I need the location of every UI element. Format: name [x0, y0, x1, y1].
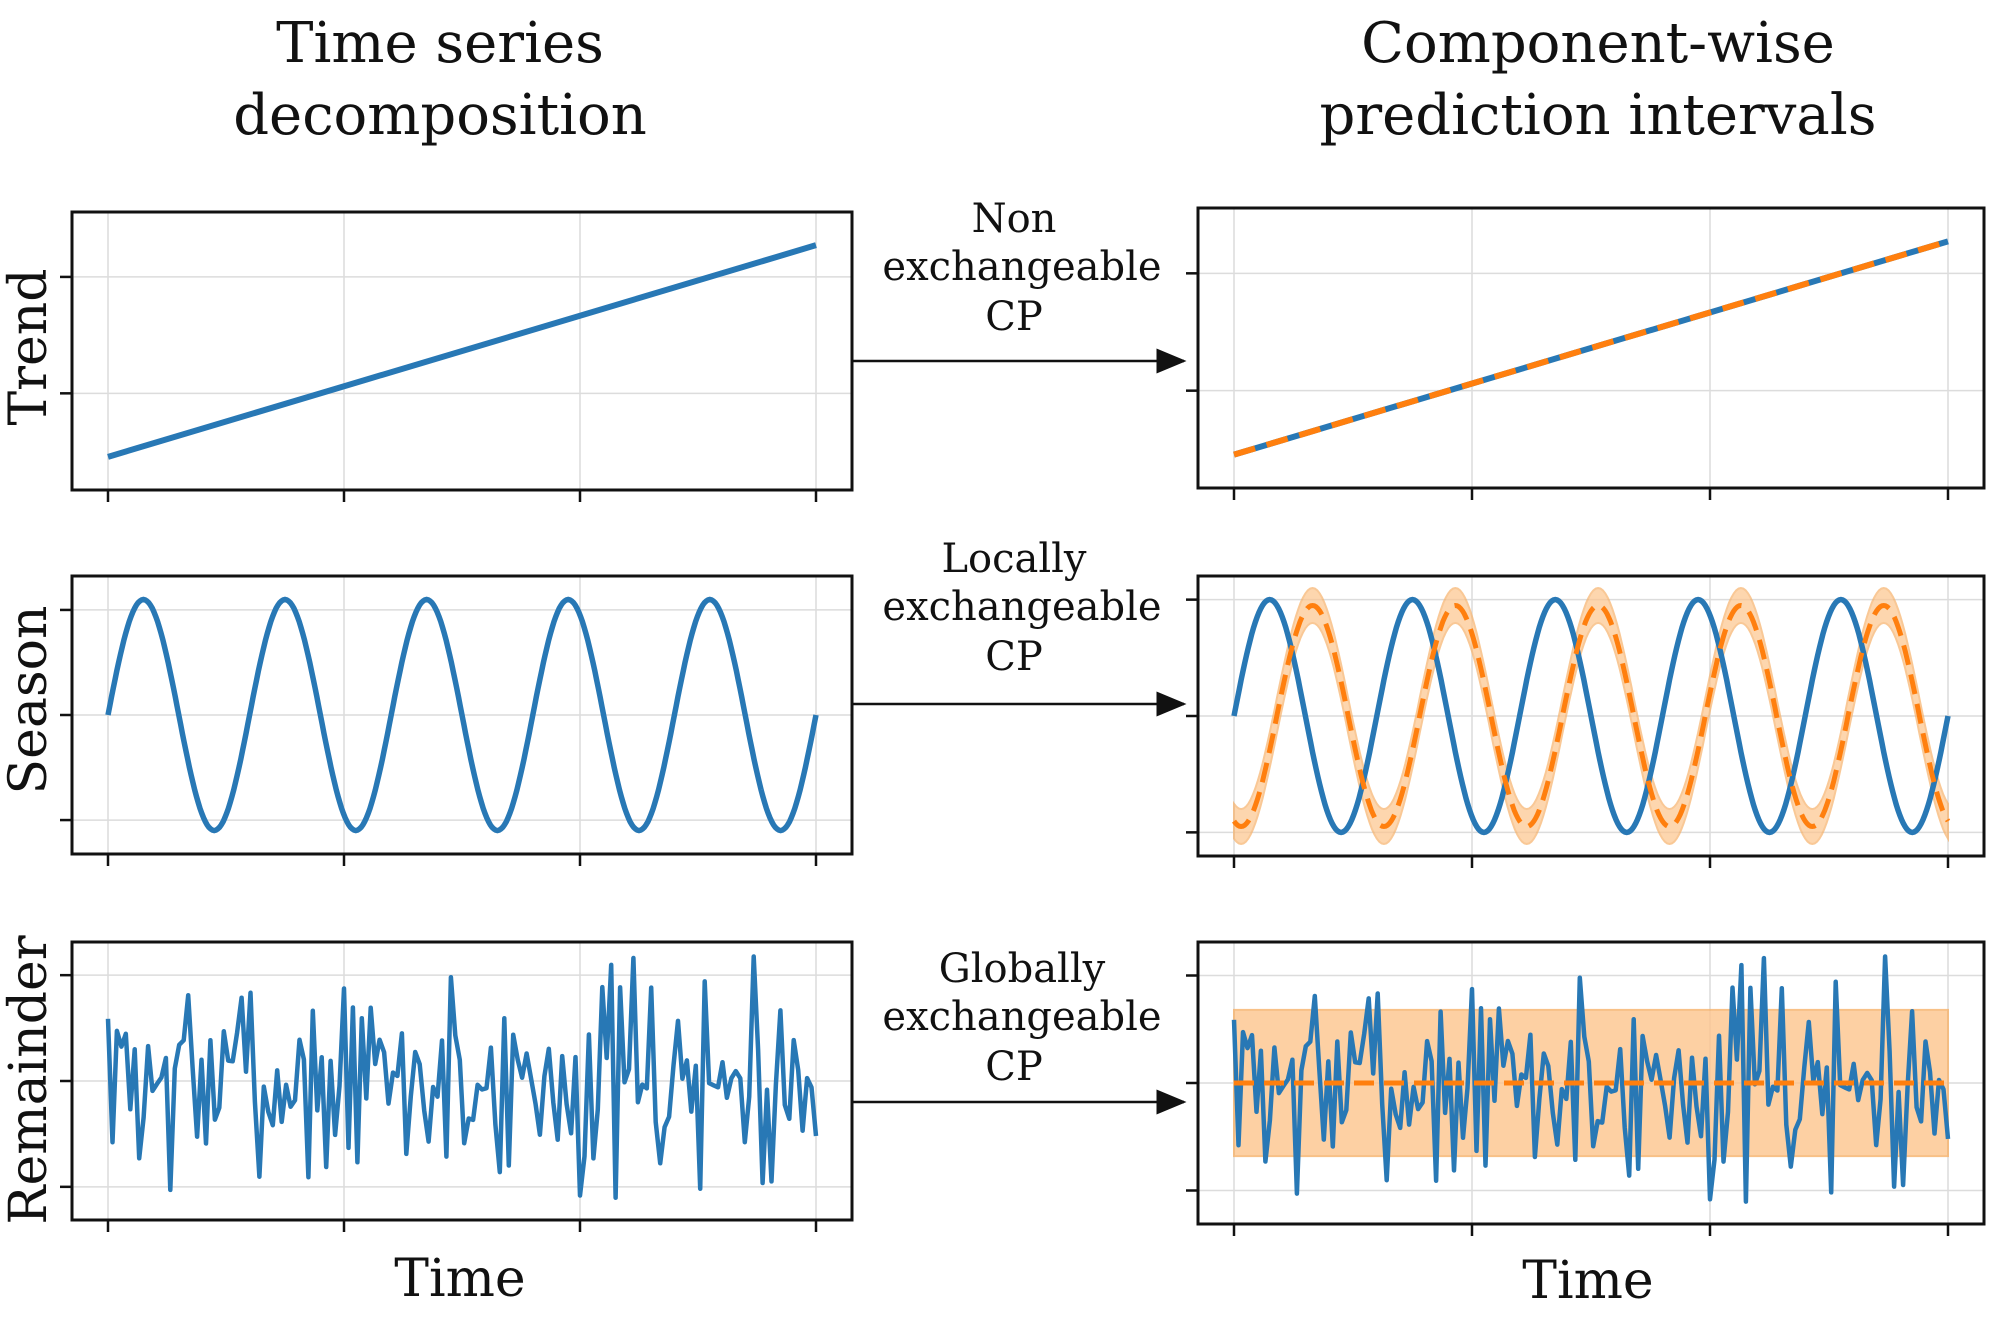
arrow-label-3-line3: CP [985, 1044, 1043, 1090]
right-trend-frame [1196, 206, 1986, 490]
arrow-label-2-line1: Locally [941, 536, 1086, 582]
right-season-panel [1186, 574, 1986, 868]
left-title-line2: decomposition [233, 83, 647, 148]
arrow-label-3-line1: Globally [939, 946, 1106, 992]
right-title-line2: prediction intervals [1320, 83, 1877, 148]
left-remainder-panel [60, 940, 854, 1232]
right-trend-content [1233, 238, 1949, 458]
arrow-label-1-line3: CP [985, 294, 1043, 340]
left-trend-series-trend [107, 242, 817, 460]
right-trend-series-trend-prediction [1233, 238, 1949, 458]
row-label-season: Season [0, 606, 59, 795]
arrow-label-1-line2: exchangeable [882, 244, 1161, 290]
left-title-line1: Time series [276, 11, 604, 76]
left-season-series-sine [105, 596, 819, 834]
left-trend-content [107, 242, 817, 460]
left-trend-frame [70, 210, 854, 492]
right-remainder-panel [1186, 940, 1986, 1236]
right-title-line1: Component-wise [1361, 11, 1835, 76]
right-remainder-series-noise [1231, 954, 1951, 1204]
arrow-label-2-line3: CP [985, 634, 1043, 680]
row-label-trend: Trend [0, 268, 59, 425]
row-label-remainder: Remainder [0, 935, 59, 1224]
left-trend-panel [60, 210, 854, 502]
arrow-label-1-line1: Non [972, 196, 1057, 242]
left-season-panel [60, 574, 854, 866]
left-x-axis-label: Time [394, 1249, 525, 1309]
chart-panels [60, 206, 1986, 1236]
right-x-axis-label: Time [1522, 1251, 1653, 1311]
left-remainder-content [105, 954, 819, 1200]
left-season-content [105, 596, 819, 834]
left-remainder-series-noise [105, 954, 819, 1200]
right-trend-panel [1186, 206, 1986, 500]
right-season-series-sine [1231, 596, 1951, 836]
arrow-label-2-line2: exchangeable [882, 584, 1161, 630]
right-remainder-content [1231, 954, 1951, 1204]
arrow-label-3-line2: exchangeable [882, 994, 1161, 1040]
right-season-content [1231, 586, 1951, 846]
right-season-series-sine-prediction [1232, 602, 1951, 830]
